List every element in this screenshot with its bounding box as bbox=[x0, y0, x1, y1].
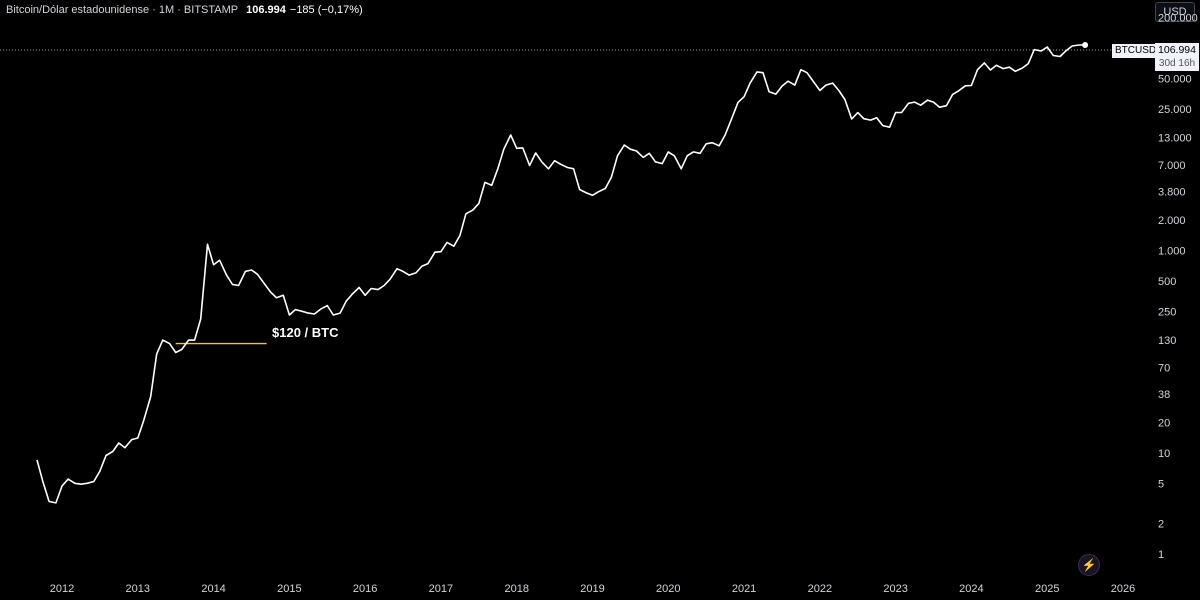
x-axis[interactable]: 2012 2013 2014 2015 2016 2017 2018 2019 2020 2021… bbox=[50, 583, 1135, 595]
x-tick-label: 2026 bbox=[1111, 583, 1135, 595]
y-tick-label: 1.000 bbox=[1158, 245, 1186, 257]
y-tick-label: 13.000 bbox=[1158, 133, 1192, 145]
price-change: −185 (−0,17%) bbox=[289, 4, 363, 16]
y-tick-label: 10 bbox=[1158, 448, 1170, 460]
annotation-label: $120 / BTC bbox=[272, 325, 339, 340]
x-tick-label: 2020 bbox=[656, 583, 680, 595]
y-tick-label: 250 bbox=[1158, 306, 1176, 318]
x-tick-label: 2015 bbox=[277, 583, 301, 595]
last-price: 106.994 bbox=[246, 4, 286, 16]
y-tick-label: 1 bbox=[1158, 549, 1164, 561]
last-price-dot bbox=[1082, 42, 1089, 49]
y-tick-label: 3.800 bbox=[1158, 187, 1186, 199]
price-tag-value: 106.994 bbox=[1158, 44, 1196, 56]
y-tick-label: 2.000 bbox=[1158, 215, 1186, 227]
y-tick-label: 200.000 bbox=[1158, 13, 1198, 25]
x-tick-label: 2018 bbox=[504, 583, 528, 595]
x-tick-label: 2021 bbox=[732, 583, 756, 595]
x-tick-label: 2012 bbox=[50, 583, 74, 595]
y-tick-label: 50.000 bbox=[1158, 73, 1192, 85]
y-tick-label: 500 bbox=[1158, 276, 1176, 288]
x-tick-label: 2014 bbox=[201, 583, 225, 595]
y-tick-label: 20 bbox=[1158, 417, 1170, 429]
y-tick-label: 25.000 bbox=[1158, 104, 1192, 116]
x-tick-label: 2022 bbox=[808, 583, 832, 595]
symbol-title: Bitcoin/Dólar estadounidense · 1M · BITS… bbox=[6, 4, 239, 16]
symbol-tag: BTCUSD bbox=[1112, 44, 1160, 58]
chart-header: Bitcoin/Dólar estadounidense · 1M · BITS… bbox=[6, 4, 363, 16]
x-tick-label: 2016 bbox=[353, 583, 377, 595]
x-tick-label: 2024 bbox=[959, 583, 983, 595]
y-tick-label: 70 bbox=[1158, 362, 1170, 374]
y-tick-label: 38 bbox=[1158, 389, 1170, 401]
y-axis[interactable]: 200.000100.00050.00025.00013.0007.0003.8… bbox=[1158, 13, 1198, 561]
x-tick-label: 2019 bbox=[580, 583, 604, 595]
y-tick-label: 7.000 bbox=[1158, 160, 1186, 172]
x-tick-label: 2025 bbox=[1035, 583, 1059, 595]
x-tick-label: 2017 bbox=[429, 583, 453, 595]
y-tick-label: 5 bbox=[1158, 478, 1164, 490]
y-tick-label: 130 bbox=[1158, 335, 1176, 347]
candle-countdown: 30d 16h bbox=[1158, 58, 1196, 69]
btc-price-series-line bbox=[36, 44, 1086, 504]
x-tick-label: 2023 bbox=[883, 583, 907, 595]
price-tag: 106.994 30d 16h bbox=[1155, 43, 1199, 71]
x-tick-label: 2013 bbox=[126, 583, 150, 595]
y-tick-label: 2 bbox=[1158, 519, 1164, 531]
currency-button[interactable]: USD bbox=[1155, 2, 1195, 22]
lightning-icon[interactable]: ⚡ bbox=[1078, 554, 1100, 576]
